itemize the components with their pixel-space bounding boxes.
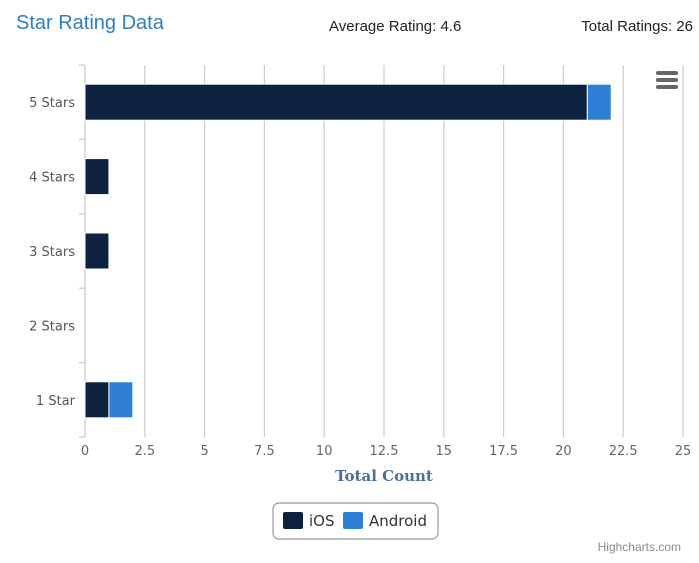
y-tick-label: 5 Stars (29, 96, 75, 111)
y-tick-label: 2 Stars (29, 319, 75, 334)
x-tick-label: 15 (436, 444, 453, 459)
x-tick-label: 17.5 (489, 444, 518, 459)
bar-android[interactable] (108, 381, 134, 419)
chart-menu-icon[interactable] (656, 71, 678, 89)
bar-ios[interactable] (84, 83, 588, 121)
x-axis: 0 2.5 5 7.5 10 12.5 15 17.5 20 22.5 25 (81, 444, 691, 459)
legend-item-android[interactable]: Android (343, 512, 427, 530)
x-tick-label: 25 (675, 444, 692, 459)
x-tick-label: 12.5 (370, 444, 399, 459)
y-tick-label: 4 Stars (29, 171, 75, 186)
total-ratings-text: Total Ratings: 26 (581, 18, 693, 35)
x-tick-label: 5 (200, 444, 208, 459)
credits-link[interactable]: Highcharts.com (597, 540, 681, 554)
x-tick-label: 10 (316, 444, 333, 459)
bar-ios[interactable] (84, 158, 110, 196)
legend-swatch (283, 512, 303, 529)
y-axis: 5 Stars 4 Stars 3 Stars 2 Stars 1 Star (29, 64, 86, 438)
legend-swatch (343, 512, 363, 529)
average-rating: Average Rating: 4.6 (329, 18, 462, 35)
page-title: Star Rating Data (16, 12, 164, 34)
y-tick-label: 1 Star (36, 394, 76, 409)
x-tick-label: 22.5 (609, 444, 638, 459)
legend: iOS Android (272, 502, 439, 540)
legend-label: Android (369, 512, 427, 530)
x-tick-label: 7.5 (254, 444, 275, 459)
legend-label: iOS (309, 512, 335, 530)
bar-android[interactable] (586, 83, 612, 121)
bar-ios[interactable] (84, 381, 110, 419)
legend-item-ios[interactable]: iOS (283, 512, 335, 530)
x-tick-label: 0 (81, 444, 89, 459)
grid-lines (84, 65, 684, 437)
total-ratings: Total Ratings: 26 (581, 18, 693, 35)
x-tick-label: 2.5 (134, 444, 155, 459)
bars (84, 83, 612, 419)
y-tick-label: 3 Stars (29, 245, 75, 260)
bar-ios[interactable] (84, 232, 110, 270)
x-tick-label: 20 (555, 444, 572, 459)
x-axis-title: Total Count (335, 467, 433, 485)
